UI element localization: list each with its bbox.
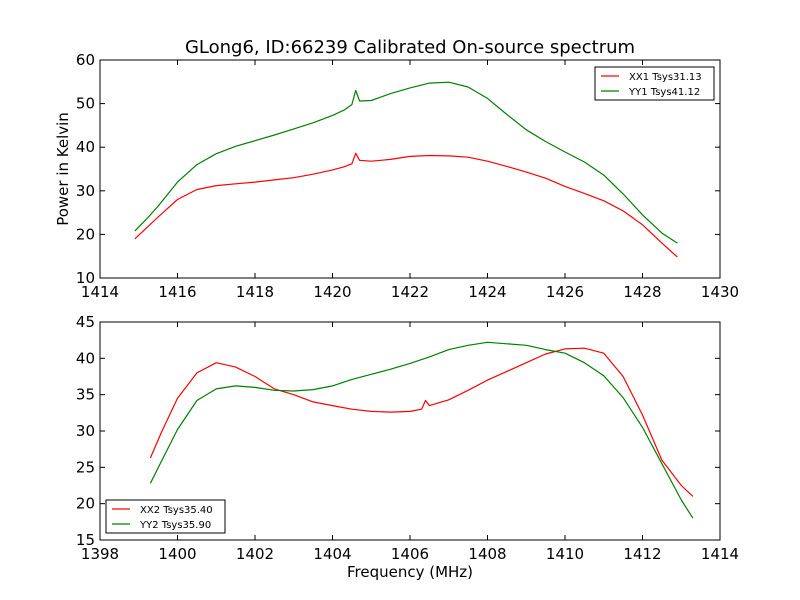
x-tick-label: 1410 <box>546 545 584 563</box>
y-tick-label: 30 <box>76 182 95 200</box>
series-line-2-1 <box>149 347 694 497</box>
x-tick-label: 1424 <box>468 283 506 301</box>
x-tick-label: 1414 <box>81 283 119 301</box>
x-tick-label: 1404 <box>313 545 351 563</box>
x-axis-label: Frequency (MHz) <box>347 563 473 581</box>
y-tick-label: 40 <box>76 138 95 156</box>
x-tick-label: 1426 <box>546 283 584 301</box>
x-tick-label: 1414 <box>701 545 739 563</box>
y-tick-label: 20 <box>76 495 95 513</box>
legend-label: YY2 Tsys35.90 <box>139 520 211 531</box>
legend-box <box>105 499 226 534</box>
legend: XX2 Tsys35.40 YY2 Tsys35.90 <box>105 499 226 534</box>
x-tick-label: 1402 <box>236 545 274 563</box>
y-tick-label: 25 <box>76 458 95 476</box>
x-tick-label: 1400 <box>158 545 196 563</box>
y-tick-label: 35 <box>76 386 95 404</box>
y-tick-label: 50 <box>76 95 95 113</box>
x-tick-label: 1406 <box>391 545 429 563</box>
figure-title: GLong6, ID:66239 Calibrated On-source sp… <box>185 37 635 58</box>
legend-label: XX2 Tsys35.40 <box>140 505 213 516</box>
y-tick-label: 30 <box>76 422 95 440</box>
x-tick-label: 1412 <box>623 545 661 563</box>
x-tick-label: 1418 <box>236 283 274 301</box>
y-tick-label: 60 <box>76 51 95 69</box>
y-tick-label: 10 <box>76 269 95 287</box>
x-tick-label: 1430 <box>701 283 739 301</box>
legend-label: XX1 Tsys31.13 <box>629 72 702 83</box>
x-tick-label: 1398 <box>81 545 119 563</box>
series-line-1-2 <box>134 81 678 244</box>
legend: XX1 Tsys31.13 YY1 Tsys41.12 <box>594 66 715 101</box>
y-tick-label: 45 <box>76 313 95 331</box>
x-tick-label: 1428 <box>623 283 661 301</box>
x-tick-label: 1416 <box>158 283 196 301</box>
legend-box <box>594 66 715 101</box>
x-tick-label: 1408 <box>468 545 506 563</box>
top-spectrum-plot: 1414 1416 1418 1420 1422 1424 1426 1428 1430 10 20… <box>76 51 739 301</box>
series-line-1-1 <box>134 152 678 258</box>
x-tick-label: 1422 <box>391 283 429 301</box>
y-axis-label: Power in Kelvin <box>54 112 72 226</box>
x-tick-label: 1420 <box>313 283 351 301</box>
series-line-2-2 <box>149 341 694 519</box>
y-tick-label: 20 <box>76 225 95 243</box>
legend-label: YY1 Tsys41.12 <box>628 87 700 98</box>
y-tick-label: 15 <box>76 531 95 549</box>
y-tick-label: 40 <box>76 349 95 367</box>
bottom-spectrum-plot: 1398 1400 1402 1404 1406 1408 1410 1412 1414 15 20… <box>76 313 739 563</box>
